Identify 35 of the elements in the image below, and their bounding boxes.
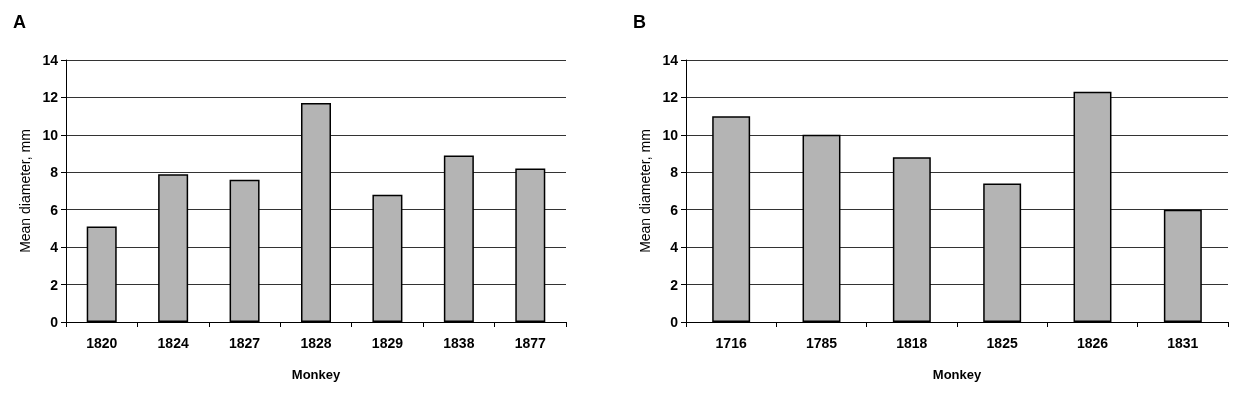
- y-tick-label: 10: [42, 126, 59, 143]
- x-tick-label: 1824: [157, 335, 189, 351]
- y-tick-label: 4: [670, 239, 679, 256]
- y-tick-label: 6: [50, 201, 59, 218]
- y-axis-title: Mean diameter, mm: [636, 129, 653, 253]
- y-tick-label: 4: [50, 239, 59, 256]
- x-tick-label: 1827: [228, 335, 261, 351]
- y-tick-label: 14: [42, 52, 59, 68]
- chart-title: A: [13, 12, 26, 32]
- x-tick-label: 1877: [514, 335, 547, 351]
- x-tick-label: 1818: [896, 335, 928, 351]
- y-tick-label: 8: [50, 164, 59, 181]
- x-tick-label: 1838: [443, 335, 475, 351]
- y-tick-label: 12: [662, 89, 679, 106]
- y-tick-label: 10: [662, 126, 679, 143]
- x-tick-label: 1785: [805, 335, 838, 351]
- y-tick-label: 0: [670, 314, 679, 330]
- x-tick-label: 1716: [715, 335, 747, 351]
- y-tick-label: 12: [42, 89, 59, 106]
- x-axis-title: Monkey: [932, 367, 982, 382]
- x-tick-label: 1828: [300, 335, 332, 351]
- y-tick-label: 2: [50, 276, 59, 293]
- y-tick-label: 2: [670, 276, 679, 293]
- y-tick-label: 14: [662, 52, 679, 68]
- y-tick-label: 8: [670, 164, 679, 181]
- y-axis-title: Mean diameter, mm: [16, 129, 33, 253]
- y-tick-label: 6: [670, 201, 679, 218]
- chart-title: B: [633, 12, 646, 32]
- x-tick-label: 1820: [86, 335, 118, 351]
- y-tick-label: 0: [50, 314, 59, 330]
- x-tick-label: 1826: [1076, 335, 1109, 351]
- x-tick-label: 1825: [986, 335, 1018, 351]
- x-tick-label: 1829: [371, 335, 404, 351]
- x-axis-title: Monkey: [291, 367, 341, 382]
- x-tick-label: 1831: [1167, 335, 1199, 351]
